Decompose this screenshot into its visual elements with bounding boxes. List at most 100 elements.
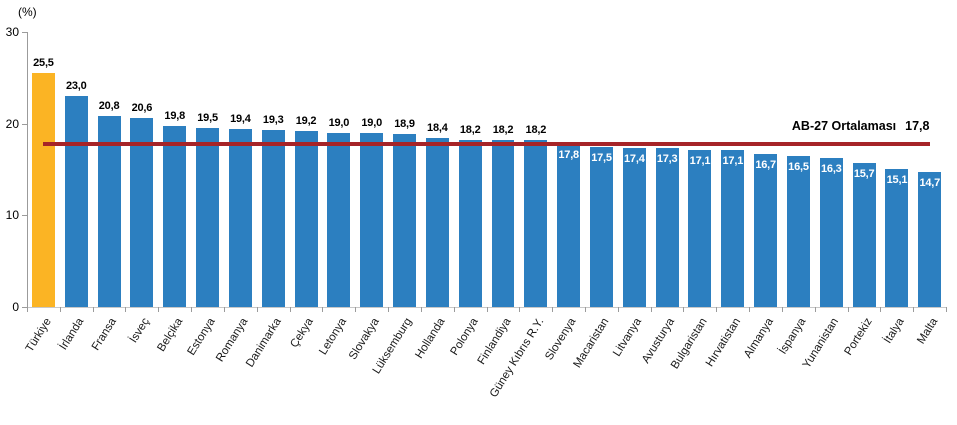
x-axis-tick — [256, 307, 258, 312]
bar — [852, 163, 876, 307]
bar-value-label: 17,1 — [689, 155, 711, 168]
bar-value-label: 15,7 — [853, 168, 875, 181]
x-axis-tick — [814, 307, 816, 312]
x-axis-category-label: Polonya — [448, 316, 481, 358]
bar-slot: 18,2 Finlandiya — [475, 32, 520, 367]
x-axis-category-label: Hollanda — [413, 316, 448, 361]
x-axis-tick — [486, 307, 488, 312]
y-axis-tick — [22, 215, 27, 217]
bar-value-label: 17,1 — [722, 155, 744, 168]
x-axis-tick — [552, 307, 554, 312]
bar-slot: 20,6 İsveç — [125, 32, 158, 345]
x-axis-tick — [683, 307, 685, 312]
x-axis-category-label: Finlandiya — [475, 316, 514, 367]
y-axis-tick — [22, 307, 27, 308]
bar — [196, 128, 220, 307]
x-axis-category-label: Danimarka — [243, 316, 284, 370]
bar-slot: 19,5 Estonya — [186, 32, 224, 358]
bar-slot: 17,1 Hırvatistan — [704, 32, 749, 369]
bar-slot: 16,3 Yunanistan — [801, 32, 848, 371]
x-axis-category-label: Litvanya — [611, 316, 645, 359]
bar-value-label: 17,5 — [591, 151, 612, 164]
bar-value-label: 19,0 — [328, 116, 350, 129]
bar — [31, 73, 55, 307]
bar-slot: 18,4 Hollanda — [413, 32, 454, 361]
y-axis-unit-label: (%) — [18, 5, 37, 19]
bar-value-label: 19,4 — [230, 113, 251, 126]
bar-slot: 20,8 Fransa — [90, 32, 126, 353]
x-axis-category-label: Çekya — [288, 316, 317, 351]
bar — [228, 129, 252, 307]
bar-value-label: 18,2 — [525, 124, 547, 137]
bar — [918, 172, 942, 307]
x-axis-tick — [749, 307, 751, 312]
average-line-label-text: AB-27 Ortalaması — [791, 119, 897, 133]
x-axis-tick — [322, 307, 324, 312]
bar-value-label: 17,4 — [624, 152, 645, 165]
bar-value-label: 16,7 — [755, 158, 776, 171]
x-axis-tick — [650, 307, 652, 312]
bar — [327, 132, 351, 307]
y-axis-line — [27, 32, 28, 307]
average-line-label: AB-27 Ortalaması 17,8 — [792, 119, 930, 133]
x-axis-tick — [453, 307, 455, 312]
bar-slot: 15,1 İtalya — [881, 32, 914, 346]
x-axis-category-label: İsveç — [127, 316, 153, 346]
bar-value-label: 19,8 — [164, 109, 186, 122]
bar-value-label: 16,5 — [788, 160, 809, 173]
x-axis-tick — [584, 307, 586, 312]
bar — [754, 153, 778, 307]
bar-value-label: 20,6 — [131, 102, 153, 115]
x-axis-tick — [289, 307, 291, 312]
bar-value-label: 14,7 — [919, 177, 941, 190]
bar-slot: 19,3 Danimarka — [244, 32, 290, 370]
y-axis-tick-label: 20 — [5, 116, 19, 131]
bar-value-label: 18,2 — [459, 124, 481, 137]
x-axis-tick — [946, 307, 947, 312]
x-axis-tick — [781, 307, 783, 312]
bar-value-label: 19,5 — [197, 112, 218, 125]
x-axis-tick — [420, 307, 422, 312]
bar-value-label: 17,8 — [558, 148, 579, 161]
y-axis-tick-label: 0 — [12, 300, 19, 314]
x-axis-category-label: Letonya — [317, 316, 350, 358]
x-axis-category-label: Slovakya — [346, 316, 382, 362]
bar — [491, 140, 515, 307]
x-axis-category-label: Portekiz — [842, 316, 875, 358]
bar — [393, 133, 416, 307]
x-axis-tick — [191, 307, 193, 312]
x-axis-tick — [125, 307, 127, 312]
bar-slot: 19,2 Çekya — [289, 32, 323, 350]
x-axis-category-label: Hırvatistan — [703, 316, 743, 369]
bar-slot: 16,7 Almanya — [742, 32, 782, 360]
bar-value-label: 18,2 — [492, 124, 514, 137]
bar — [97, 116, 121, 307]
bar — [819, 157, 843, 307]
bar-slot: 19,0 Slovakya — [347, 32, 388, 362]
x-axis-tick — [716, 307, 718, 312]
x-axis-tick — [92, 307, 94, 312]
bar — [786, 155, 810, 307]
bar-slot: 16,5 İspanya — [777, 32, 815, 357]
x-axis-tick — [223, 307, 225, 312]
bar-value-label: 19,2 — [295, 115, 317, 127]
x-axis-tick — [847, 307, 849, 312]
bar — [557, 143, 581, 307]
bar-slot: 17,1 Bulgaristan — [669, 32, 717, 371]
x-axis-category-label: Fransa — [90, 316, 120, 353]
x-axis-tick — [913, 307, 915, 312]
x-axis-tick — [388, 307, 390, 312]
bar-slot: 19,0 Letonya — [317, 32, 355, 357]
bar-value-label: 19,3 — [262, 114, 284, 127]
bar — [360, 132, 384, 307]
bar-slot: 18,9 Lüksemburg — [371, 32, 421, 376]
bar-value-label: 20,8 — [98, 100, 120, 113]
bar-slot: 15,7 Portekiz — [842, 32, 881, 358]
x-axis-category-label: Estonya — [185, 316, 218, 358]
x-axis-category-label: Romanya — [214, 316, 251, 365]
bar-slot: 14,7 Malta — [913, 32, 946, 346]
y-axis-tick-label: 30 — [5, 25, 19, 39]
x-axis-category-label: Macaristan — [571, 316, 612, 371]
bar-value-label: 23,0 — [65, 80, 87, 93]
y-axis-tick — [22, 123, 27, 125]
